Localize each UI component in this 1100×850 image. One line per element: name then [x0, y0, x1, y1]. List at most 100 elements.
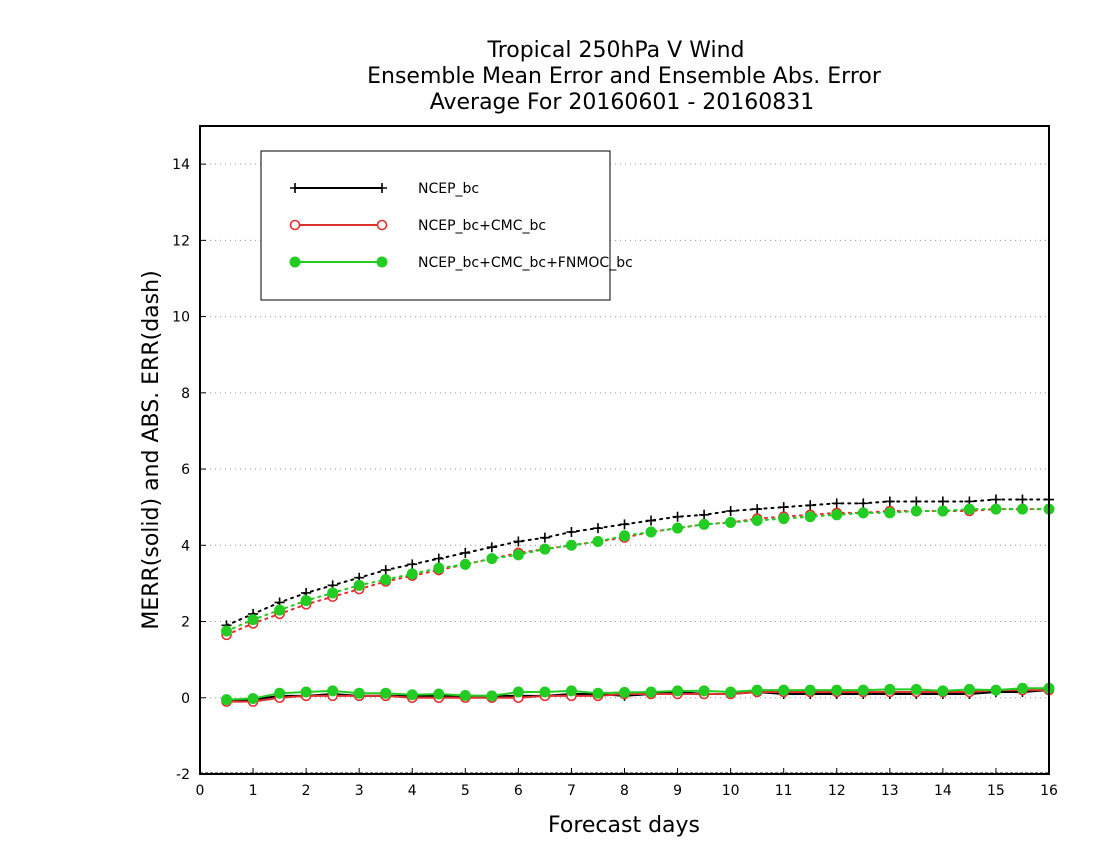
series-2-merr-point-22	[804, 684, 816, 696]
x-tick-label-8: 8	[620, 783, 629, 799]
legend-label-1: NCEP_bc+CMC_bc	[418, 218, 546, 234]
series-2-abs-err-point-6	[380, 574, 392, 586]
series-2-merr-point-11	[512, 686, 524, 698]
y-tick-label-5: 8	[181, 386, 190, 402]
y-tick-label-0: -2	[176, 767, 190, 783]
x-tick-label-11: 11	[775, 783, 793, 799]
series-2-abs-err-point-15	[619, 530, 630, 542]
series-2-abs-err-point-29	[990, 503, 1002, 515]
series-2-abs-err-point-27	[937, 505, 949, 517]
series-2-merr-point-30	[1016, 682, 1028, 694]
series-0-abs-err-point-27	[937, 496, 948, 507]
series-2-merr-point-4	[327, 685, 339, 697]
series-2-abs-err-point-11	[512, 549, 524, 561]
series-0-abs-err-point-25	[884, 496, 895, 507]
y-tick-label-4: 6	[181, 462, 190, 478]
series-0-abs-err-point-10	[486, 542, 497, 553]
x-tick-label-1: 1	[249, 783, 258, 799]
series-2-merr-point-1	[247, 693, 259, 705]
series-2-abs-err-point-7	[406, 568, 418, 580]
series-0-abs-err-point-26	[911, 496, 922, 507]
title-line-3: Average For 20160601 - 20160831	[430, 90, 815, 115]
series-2-abs-err-point-13	[565, 539, 577, 551]
y-tick-label-1: 0	[181, 691, 190, 707]
y-tick-label-2: 2	[181, 615, 190, 631]
x-tick-label-12: 12	[828, 783, 846, 799]
series-0-abs-err-point-20	[752, 504, 763, 515]
series-2-abs-err-point-20	[751, 515, 763, 527]
series-2-abs-err-point-1	[247, 614, 259, 626]
series-2-merr-point-26	[910, 683, 922, 695]
series-2-merr-point-16	[645, 686, 657, 698]
legend-marker-right-0	[377, 183, 387, 193]
series-2-abs-err-point-24	[857, 507, 869, 519]
y-axis-label: MERR(solid) and ABS. ERR(dash)	[139, 270, 164, 629]
series-0-abs-err-point-17	[672, 511, 683, 522]
series-2-merr-point-6	[380, 687, 392, 699]
title-line-2: Ensemble Mean Error and Ensemble Abs. Er…	[367, 64, 882, 89]
series-2-abs-err-point-17	[672, 522, 684, 534]
series-0-abs-err-point-11	[513, 536, 524, 547]
legend-item-0: NCEP_bc	[290, 181, 479, 197]
series-2-abs-err-point-26	[910, 505, 922, 517]
series-2-merr-point-23	[831, 684, 843, 696]
series-layer	[221, 494, 1055, 707]
series-0-abs-err-point-13	[566, 526, 577, 537]
series-0-abs-err-point-14	[592, 523, 603, 534]
series-0	[221, 494, 1054, 707]
series-2-merr-point-21	[778, 684, 790, 696]
series-2-abs-err-point-28	[963, 503, 975, 515]
x-tick-label-14: 14	[934, 783, 952, 799]
series-2-merr-point-9	[459, 689, 471, 701]
legend-label-0: NCEP_bc	[418, 181, 479, 197]
series-2-merr-point-2	[274, 687, 286, 699]
y-tick-label-3: 4	[181, 538, 190, 554]
x-tick-label-2: 2	[302, 783, 311, 799]
x-tick-label-6: 6	[514, 783, 523, 799]
series-2-abs-err-point-8	[433, 562, 445, 574]
series-2-abs-err-point-18	[698, 518, 710, 530]
series-0-abs-err-point-23	[831, 498, 842, 509]
series-0-abs-err-point-9	[460, 547, 471, 558]
series-0-abs-err-line	[225, 498, 1050, 627]
legend: NCEP_bc NCEP_bc+CMC_bc NCEP_bc+CMC_bc+FNMO…	[260, 150, 633, 301]
chart-title: Tropical 250hPa V Wind Ensemble Mean Err…	[367, 38, 882, 115]
x-tick-label-4: 4	[408, 783, 417, 799]
y-tick-label-8: 14	[172, 157, 190, 173]
series-1-abs-err-line	[225, 508, 1050, 636]
series-2-abs-err-point-30	[1016, 503, 1028, 515]
series-2-merr-point-7	[406, 689, 418, 701]
series-0-abs-err-point-7	[407, 559, 418, 570]
legend-item-1: NCEP_bc+CMC_bc	[289, 218, 546, 234]
series-2-merr-point-29	[990, 684, 1002, 696]
x-tick-label-16: 16	[1040, 783, 1058, 799]
series-0-abs-err-point-19	[725, 505, 736, 516]
y-tick-label-6: 10	[172, 310, 190, 326]
series-2-abs-err-point-12	[539, 543, 551, 555]
series-2	[221, 503, 1055, 706]
series-2-abs-err-point-16	[645, 526, 657, 538]
x-tick-label-15: 15	[987, 783, 1005, 799]
x-tick-label-9: 9	[673, 783, 682, 799]
series-0-abs-err-point-22	[805, 500, 816, 511]
x-tick-label-13: 13	[881, 783, 899, 799]
series-0-abs-err-point-6	[380, 565, 391, 576]
series-2-merr-point-20	[751, 684, 763, 696]
legend-marker-left-0	[290, 183, 300, 193]
series-0-abs-err-point-15	[619, 519, 630, 530]
series-0-abs-err-point-12	[539, 532, 550, 543]
series-2-merr-point-0	[221, 694, 233, 706]
series-2-abs-err-point-2	[274, 604, 286, 616]
series-2-abs-err-point-10	[486, 553, 498, 565]
legend-item-2: NCEP_bc+CMC_bc+FNMOC_bc	[289, 255, 633, 271]
y-tick-label-7: 12	[172, 233, 190, 249]
series-2-abs-err-point-14	[592, 535, 604, 547]
x-tick-label-0: 0	[196, 783, 205, 799]
legend-marker-left-1	[289, 219, 301, 231]
title-line-1: Tropical 250hPa V Wind	[486, 38, 744, 63]
series-2-merr-point-19	[725, 686, 737, 698]
series-2-abs-err-point-25	[884, 507, 896, 519]
series-0-abs-err-point-24	[858, 498, 869, 509]
series-2-merr-point-8	[433, 688, 445, 700]
